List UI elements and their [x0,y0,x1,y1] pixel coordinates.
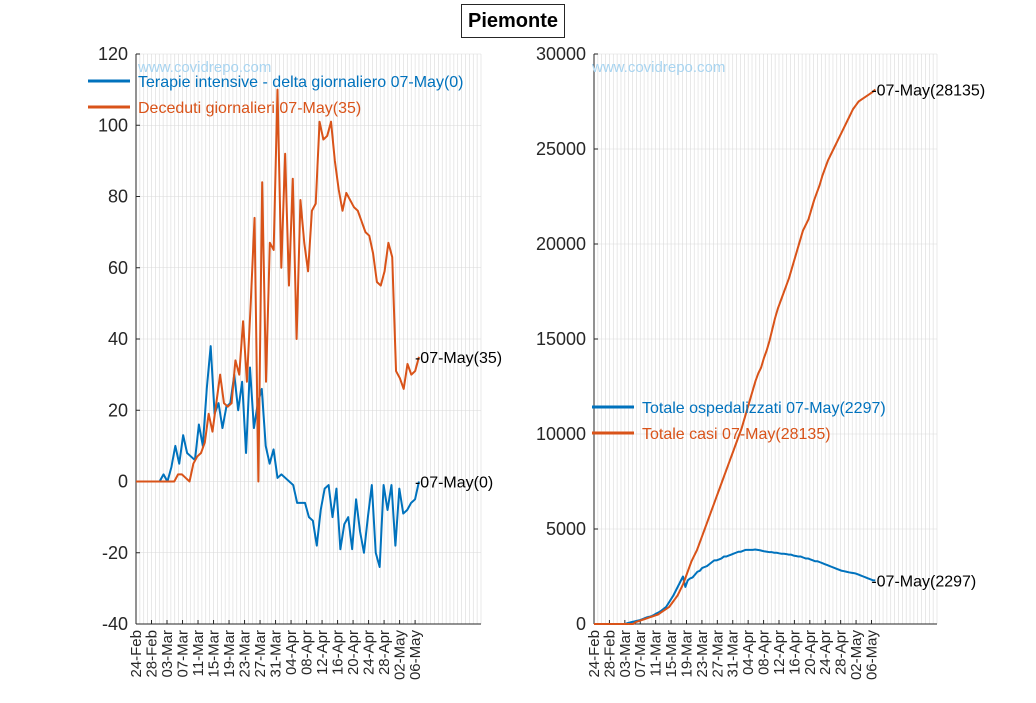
legend-entry: Deceduti giornalieri 07-May(35) [138,100,361,117]
y-tick-label: 10000 [536,424,586,444]
x-tick-label: 02-May [848,630,865,681]
x-tick-label: 08-Apr [756,630,773,675]
x-tick-label: 27-Mar [252,630,269,678]
y-tick-label: 20000 [536,234,586,254]
x-tick-label: 16-Apr [786,630,803,675]
x-tick-label: 24-Apr [361,630,378,675]
chart-title: Piemonte [461,4,565,38]
x-tick-label: 06-May [863,630,880,681]
y-tick-label: 80 [108,187,128,207]
series-end-label: -07-May(2297) [871,573,976,590]
x-tick-label: 07-Mar [632,630,649,678]
x-tick-label: 24-Apr [817,630,834,675]
x-tick-label: 23-Mar [237,630,254,678]
x-tick-label: 02-May [392,630,409,681]
y-tick-label: -40 [102,614,128,634]
y-tick-label: 40 [108,329,128,349]
y-tick-label: 15000 [536,329,586,349]
x-tick-label: 04-Apr [740,630,757,675]
x-tick-label: 04-Apr [283,630,300,675]
x-tick-label: 20-Apr [345,630,362,675]
x-tick-label: 12-Apr [771,630,788,675]
x-tick-label: 28-Apr [376,630,393,675]
x-tick-label: 23-Mar [694,630,711,678]
x-tick-label: 28-Feb [601,630,618,678]
x-tick-label: 08-Apr [299,630,316,675]
x-tick-label: 24-Feb [128,630,145,678]
watermark-text: www.covidrepo.com [137,59,271,76]
legend-entry: Totale casi 07-May(28135) [642,426,831,443]
x-tick-label: 19-Mar [678,630,695,678]
x-tick-label: 12-Apr [314,630,331,675]
y-tick-label: 60 [108,258,128,278]
y-tick-label: 0 [118,472,128,492]
x-tick-label: 20-Apr [802,630,819,675]
x-tick-label: 27-Mar [709,630,726,678]
series-line-2 [136,88,420,483]
x-tick-label: 11-Mar [190,630,207,676]
x-tick-label: 16-Apr [330,630,347,675]
y-tick-label: 30000 [536,44,586,64]
series-line-2 [594,88,877,625]
x-tick-label: 07-Mar [175,630,192,678]
y-tick-label: 100 [98,115,128,135]
series-end-label: -07-May(0) [415,475,493,492]
x-tick-label: 31-Mar [725,630,742,678]
y-tick-label: 25000 [536,139,586,159]
x-tick-label: 31-Mar [268,630,285,678]
x-tick-label: 15-Mar [663,630,680,678]
y-tick-label: 20 [108,400,128,420]
series-end-label: -07-May(35) [415,350,502,367]
x-tick-label: 28-Feb [144,630,161,678]
x-tick-label: 06-May [407,630,424,681]
series-end-label: -07-May(28135) [871,82,985,99]
y-tick-label: -20 [102,543,128,563]
x-tick-label: 28-Apr [833,630,850,675]
legend-entry: Terapie intensive - delta giornaliero 07… [138,74,464,91]
y-tick-label: 0 [576,614,586,634]
legend-entry: Totale ospedalizzati 07-May(2297) [642,400,886,417]
x-tick-label: 11-Mar [648,630,665,676]
x-tick-label: 24-Feb [586,630,603,678]
x-tick-label: 03-Mar [617,630,634,678]
y-tick-label: 5000 [546,519,586,539]
y-tick-label: 120 [98,44,128,64]
series-line-1 [136,345,420,568]
x-tick-label: 15-Mar [206,630,223,678]
x-tick-label: 03-Mar [159,630,176,678]
x-tick-label: 19-Mar [221,630,238,678]
watermark-text: www.covidrepo.com [591,59,725,76]
